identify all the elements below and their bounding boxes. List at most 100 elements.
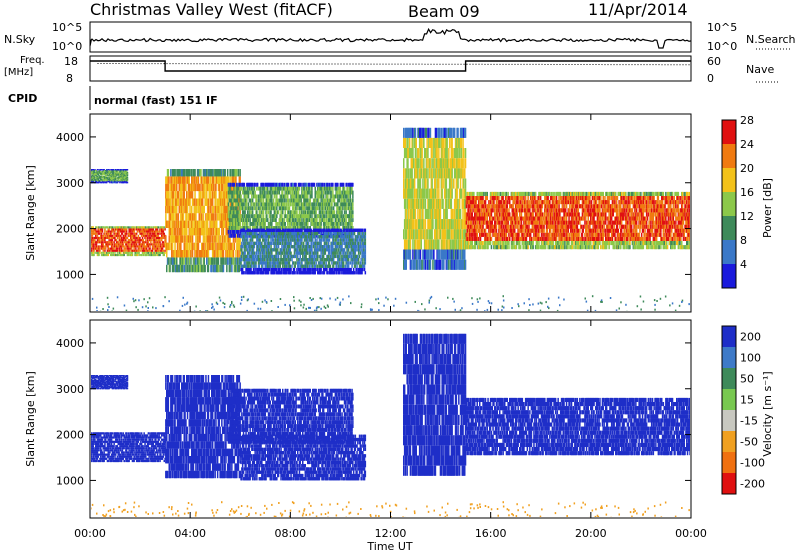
cell (302, 271, 304, 275)
cell (262, 202, 265, 207)
cell (206, 235, 209, 243)
cell (277, 238, 279, 242)
cell (105, 230, 108, 233)
cell (256, 214, 258, 219)
cell (231, 190, 234, 195)
cell (211, 191, 214, 199)
freq-frame (89, 55, 692, 82)
cell (262, 238, 265, 242)
cell (231, 198, 233, 203)
cell (109, 236, 111, 239)
cell (225, 205, 227, 214)
cell (262, 190, 265, 195)
cell (241, 206, 244, 211)
cell (150, 232, 152, 235)
cell (317, 202, 319, 207)
cell (209, 235, 211, 243)
cell (168, 198, 170, 206)
cell (211, 176, 214, 184)
cell (195, 227, 197, 236)
cell (302, 206, 304, 211)
cell (250, 251, 252, 255)
cell (115, 249, 117, 252)
cell (104, 249, 106, 252)
cell (201, 198, 203, 206)
cell (308, 238, 311, 242)
cell (227, 176, 230, 184)
cell (131, 234, 134, 237)
cell (108, 173, 110, 176)
cell (113, 249, 115, 252)
cell (132, 241, 135, 244)
cell (266, 214, 268, 219)
cell (260, 248, 262, 252)
cell (110, 243, 112, 246)
cell (292, 206, 294, 211)
cell (101, 173, 104, 176)
cell (140, 228, 142, 231)
cell (110, 226, 113, 229)
cell (326, 267, 328, 272)
cell (205, 183, 207, 192)
cell (101, 171, 104, 174)
cell (308, 251, 311, 255)
cell (146, 245, 149, 248)
cell (125, 228, 127, 231)
cell (181, 183, 184, 192)
cell (246, 261, 248, 265)
cell (345, 202, 347, 207)
cell (243, 241, 246, 245)
cell (147, 230, 150, 233)
cell (251, 235, 254, 239)
cell (96, 236, 99, 239)
cell (317, 194, 320, 199)
cell (286, 251, 288, 255)
cell (98, 174, 100, 177)
cell (91, 171, 94, 173)
cell (221, 169, 223, 177)
cell (346, 222, 348, 226)
cell (311, 229, 313, 234)
cell (270, 235, 272, 239)
cell (214, 235, 216, 243)
cell (300, 226, 302, 230)
cell (293, 241, 296, 245)
cell (282, 261, 284, 265)
cell (221, 242, 223, 251)
cell (292, 271, 294, 275)
cell (113, 177, 115, 180)
cell (312, 271, 314, 275)
cell (238, 176, 241, 184)
cell (135, 241, 138, 244)
cell (290, 235, 292, 239)
cell (299, 251, 301, 255)
cell (314, 210, 316, 215)
cell (328, 233, 331, 238)
cell (292, 238, 295, 242)
cell (246, 214, 248, 219)
cell (99, 249, 101, 252)
cell (292, 245, 294, 249)
cell (97, 178, 99, 181)
cell (290, 198, 292, 203)
cell (256, 182, 258, 187)
cell (272, 190, 274, 195)
cell (218, 227, 220, 236)
cell (320, 267, 322, 272)
cell (298, 226, 301, 230)
cell (330, 202, 332, 207)
cell (291, 235, 293, 239)
cell (91, 175, 94, 178)
cell (332, 214, 335, 219)
cell (138, 239, 140, 242)
cell (251, 218, 254, 222)
cell (225, 183, 227, 192)
cell (145, 228, 148, 231)
cell (243, 254, 246, 259)
cell (311, 258, 313, 262)
cell (108, 180, 110, 183)
cell (95, 177, 98, 180)
cell (297, 214, 299, 219)
cell (240, 261, 242, 265)
cell (313, 202, 316, 207)
